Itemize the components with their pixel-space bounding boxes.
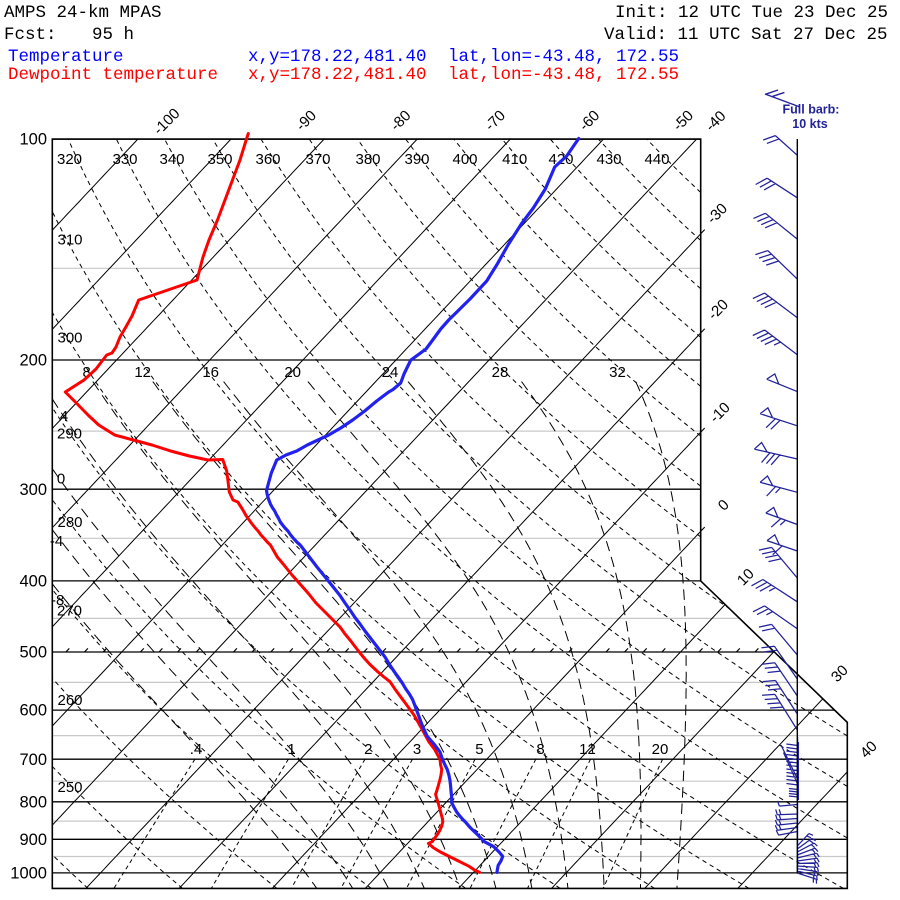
- svg-text:400: 400: [452, 151, 477, 168]
- svg-text:28: 28: [492, 364, 509, 381]
- svg-text:370: 370: [305, 151, 330, 168]
- svg-text:280: 280: [57, 514, 82, 531]
- svg-text:8: 8: [83, 364, 91, 381]
- svg-text:2: 2: [364, 741, 372, 758]
- svg-text:800: 800: [19, 793, 47, 811]
- svg-text:310: 310: [57, 232, 82, 249]
- svg-text:400: 400: [19, 572, 47, 590]
- svg-text:390: 390: [404, 151, 429, 168]
- svg-text:440: 440: [644, 151, 669, 168]
- svg-text:500: 500: [19, 644, 47, 662]
- svg-text:340: 340: [159, 151, 184, 168]
- svg-text:250: 250: [57, 779, 82, 796]
- svg-text:12: 12: [134, 364, 151, 381]
- svg-text:260: 260: [57, 692, 82, 709]
- svg-text:380: 380: [355, 151, 380, 168]
- svg-text:24: 24: [382, 364, 399, 381]
- svg-text:410: 410: [502, 151, 527, 168]
- svg-text:0: 0: [57, 471, 65, 488]
- svg-text:100: 100: [19, 131, 47, 149]
- svg-text:1000: 1000: [10, 865, 47, 883]
- svg-text:16: 16: [202, 364, 219, 381]
- svg-text:360: 360: [255, 151, 280, 168]
- svg-text:20: 20: [284, 364, 301, 381]
- svg-text:1: 1: [287, 741, 295, 758]
- svg-text:32: 32: [609, 364, 626, 381]
- svg-text:330: 330: [112, 151, 137, 168]
- svg-text:430: 430: [596, 151, 621, 168]
- svg-text:350: 350: [207, 151, 232, 168]
- svg-text:200: 200: [19, 352, 47, 370]
- svg-text:320: 320: [57, 151, 82, 168]
- svg-text:270: 270: [57, 603, 82, 620]
- svg-text:4: 4: [60, 408, 68, 425]
- svg-text:Full barb:: Full barb:: [783, 103, 840, 117]
- svg-text:290: 290: [57, 426, 82, 443]
- svg-text:300: 300: [57, 330, 82, 347]
- svg-text:-4: -4: [50, 533, 63, 550]
- svg-text:300: 300: [19, 481, 47, 499]
- svg-text:.4: .4: [190, 741, 203, 758]
- svg-text:600: 600: [19, 702, 47, 720]
- svg-text:8: 8: [536, 741, 544, 758]
- svg-text:12: 12: [579, 741, 596, 758]
- svg-text:10 kts: 10 kts: [792, 117, 827, 131]
- svg-text:-8: -8: [51, 592, 64, 609]
- svg-text:20: 20: [652, 741, 669, 758]
- svg-text:5: 5: [475, 741, 483, 758]
- svg-text:700: 700: [19, 751, 47, 769]
- svg-text:3: 3: [413, 741, 421, 758]
- svg-text:900: 900: [19, 831, 47, 849]
